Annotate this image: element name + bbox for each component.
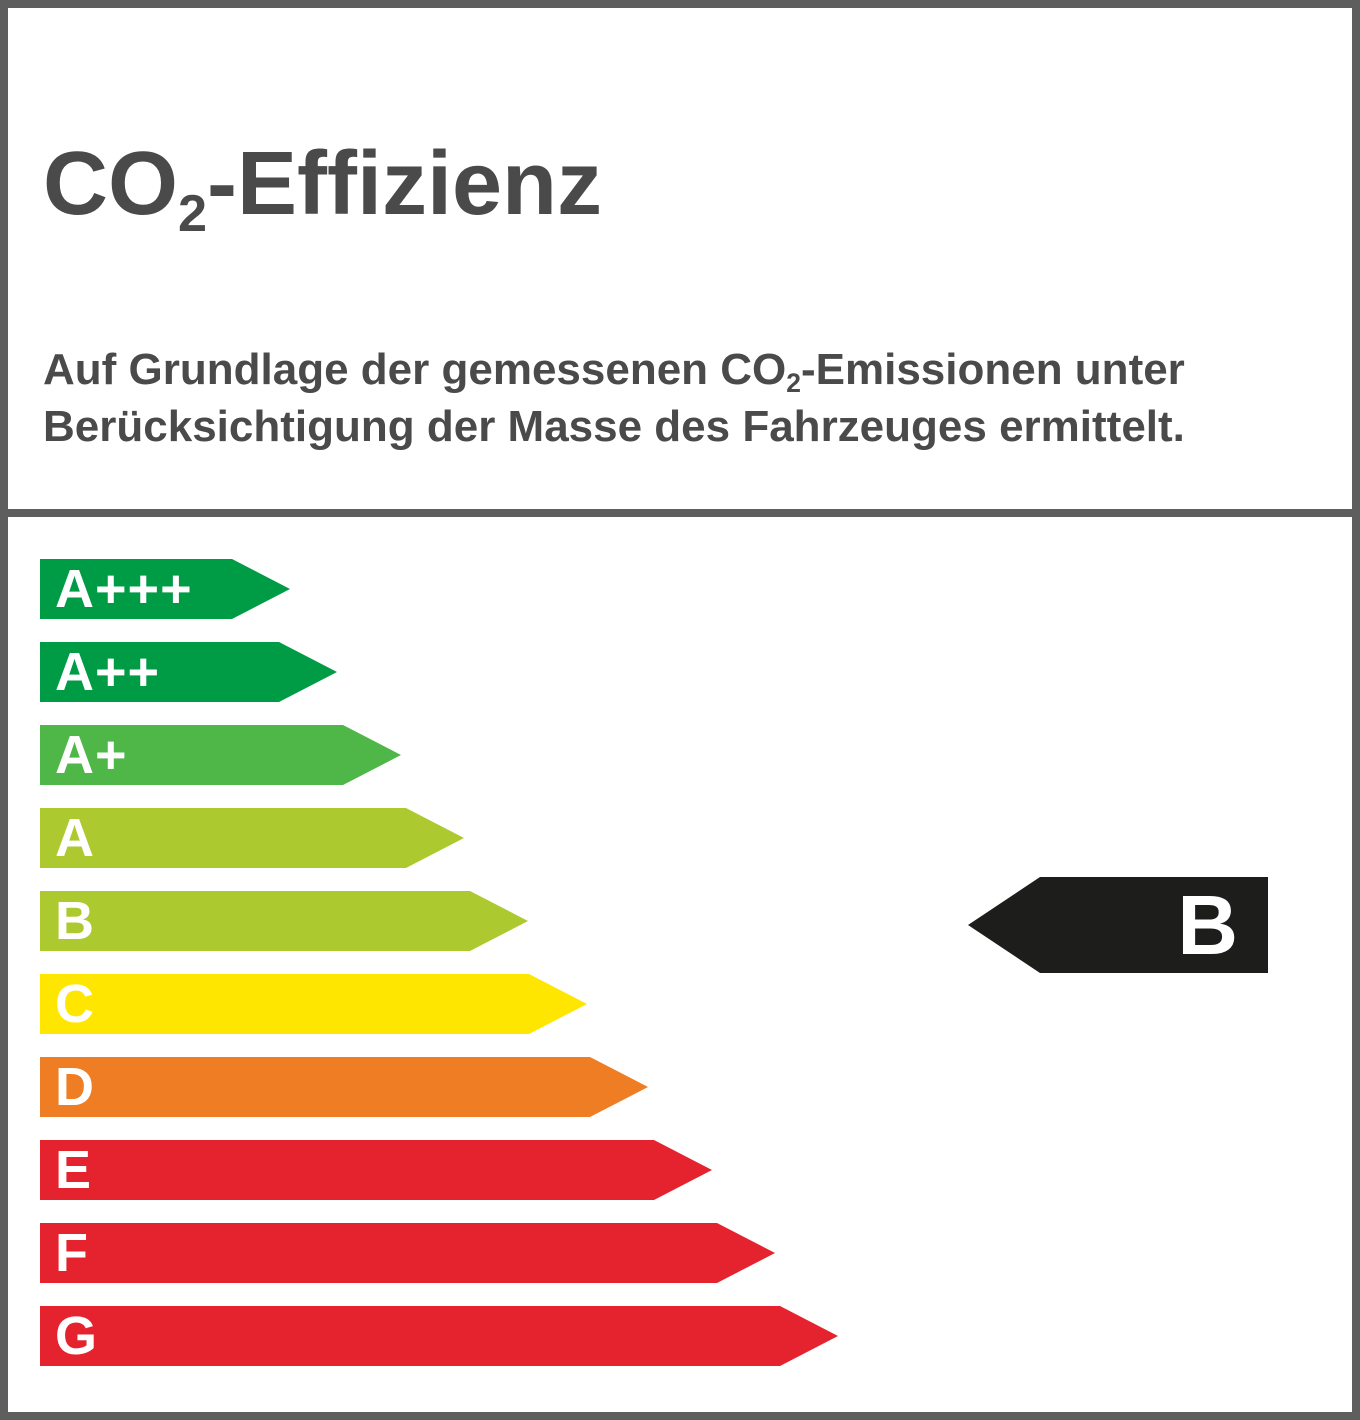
rating-arrow-b: B [40, 891, 528, 951]
rating-arrow-c: C [40, 974, 587, 1034]
title-text-effizienz: -Effizienz [207, 134, 603, 234]
header-section: CO2-Effizienz Auf Grundlage der gemessen… [0, 0, 1360, 517]
subtitle-line1-text-end: -Emissionen unter [800, 345, 1185, 394]
rating-scale: A+++ A++ A+ A B C D E F G [40, 559, 1352, 1366]
rating-label: G [55, 1306, 99, 1366]
rating-arrow-d: D [40, 1057, 648, 1117]
rating-label: A+++ [55, 559, 193, 619]
title-subscript-2: 2 [178, 185, 208, 244]
rating-label: A+ [55, 725, 128, 785]
rating-arrow-a-plus: A+ [40, 725, 401, 785]
rating-arrow-a-plus-plus-plus: A+++ [40, 559, 290, 619]
rating-arrow-a: A [40, 808, 464, 868]
rating-arrow-g: G [40, 1306, 838, 1366]
page-title: CO2-Effizienz [43, 130, 1322, 240]
subtitle-subscript-2: 2 [786, 367, 801, 398]
rating-label: E [55, 1140, 93, 1200]
rating-arrow-a-plus-plus: A++ [40, 642, 337, 702]
title-text-co: CO [43, 134, 178, 234]
rating-label: B [55, 891, 95, 951]
selected-class-label: B [1177, 878, 1238, 972]
selected-class-arrow: B [968, 877, 1268, 973]
rating-arrow-e: E [40, 1140, 712, 1200]
rating-label: A [55, 808, 95, 868]
rating-label: A++ [55, 642, 161, 702]
subtitle-line-1: Auf Grundlage der gemessenen CO2-Emissio… [43, 341, 1322, 398]
rating-label: F [55, 1223, 89, 1283]
rating-arrow-f: F [40, 1223, 775, 1283]
subtitle-line1-text: Auf Grundlage der gemessenen CO [43, 345, 787, 394]
rating-scale-section: A+++ A++ A+ A B C D E F G B [0, 509, 1360, 1420]
rating-label: D [55, 1057, 95, 1117]
rating-label: C [55, 974, 95, 1034]
subtitle-line-2: Berücksichtigung der Masse des Fahrzeuge… [43, 402, 1185, 451]
subtitle: Auf Grundlage der gemessenen CO2-Emissio… [43, 341, 1322, 455]
